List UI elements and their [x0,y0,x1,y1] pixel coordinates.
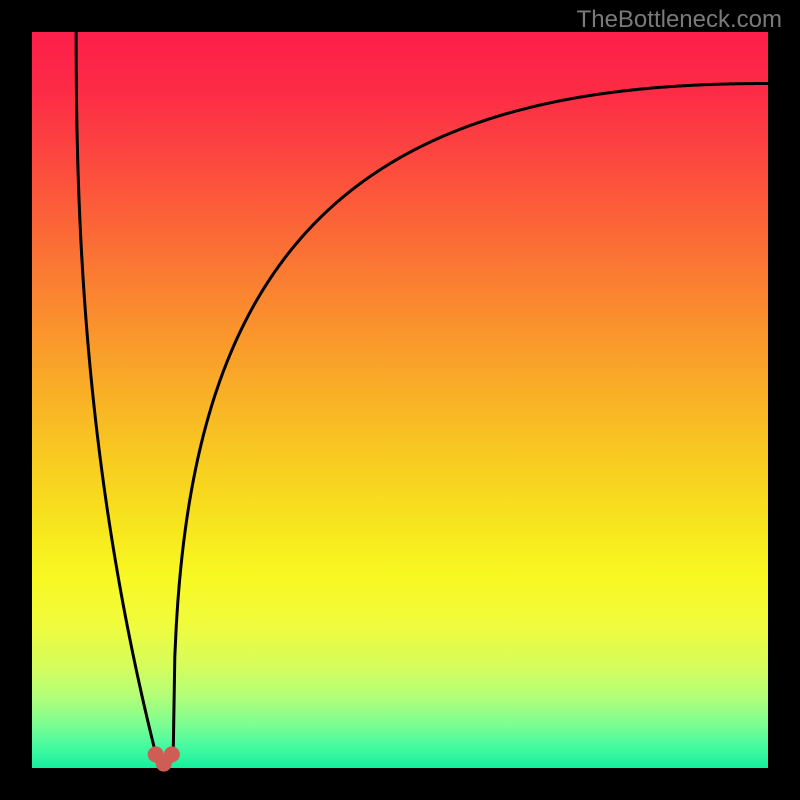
plot-background [32,32,768,768]
bottleneck-chart [0,0,800,800]
chart-stage: TheBottleneck.com [0,0,800,800]
trough-dot-2 [164,746,180,762]
watermark-text: TheBottleneck.com [577,6,782,34]
